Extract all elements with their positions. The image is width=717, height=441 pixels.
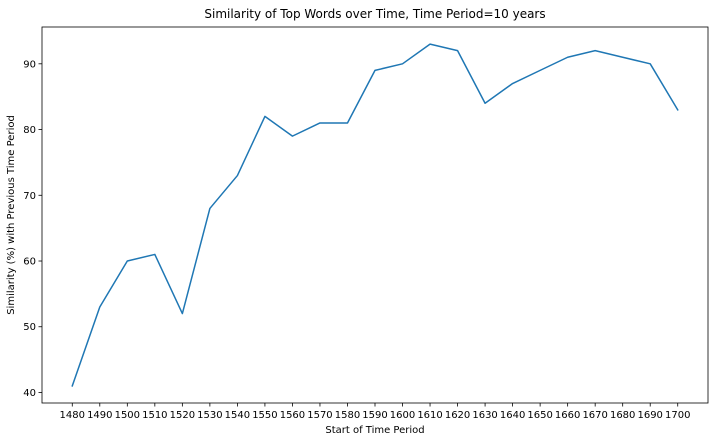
y-tick-label: 50 [23, 322, 36, 333]
x-tick-label: 1620 [445, 410, 470, 421]
x-tick-label: 1570 [307, 410, 332, 421]
x-tick-label: 1540 [225, 410, 250, 421]
x-tick-label: 1580 [335, 410, 360, 421]
plot-lines [71, 43, 679, 387]
plot-frame [41, 26, 709, 404]
x-tick-label: 1590 [362, 410, 387, 421]
x-tick-label: 1690 [637, 410, 662, 421]
x-tick-label: 1560 [280, 410, 305, 421]
x-tick-label: 1660 [555, 410, 580, 421]
y-tick-label: 40 [23, 388, 36, 399]
chart-title: Similarity of Top Words over Time, Time … [204, 7, 545, 21]
x-tick-label: 1650 [527, 410, 552, 421]
y-tick-label: 80 [23, 125, 36, 136]
x-tick-label: 1640 [500, 410, 525, 421]
y-tick-label: 70 [23, 191, 36, 202]
x-tick-label: 1480 [60, 410, 85, 421]
x-tick-label: 1530 [197, 410, 222, 421]
x-tick-label: 1490 [87, 410, 112, 421]
y-tick-label: 60 [23, 257, 36, 268]
y-tick-label: 90 [23, 59, 36, 70]
x-tick-label: 1700 [665, 410, 690, 421]
x-tick-label: 1510 [142, 410, 167, 421]
x-axis-label: Start of Time Period [325, 425, 424, 436]
x-tick-label: 1550 [252, 410, 277, 421]
x-tick-label: 1500 [115, 410, 140, 421]
x-tick-label: 1610 [417, 410, 442, 421]
x-tick-label: 1680 [610, 410, 635, 421]
ticks: 1480 1490 1500 1510 1520 1530 1540 1550 1560 1570… [23, 59, 690, 421]
x-tick-label: 1670 [582, 410, 607, 421]
x-tick-label: 1520 [170, 410, 195, 421]
y-axis-label: Similarity (%) with Previous Time Period [6, 115, 17, 315]
x-tick-label: 1630 [472, 410, 497, 421]
series-line [71, 43, 679, 387]
x-tick-label: 1600 [390, 410, 415, 421]
